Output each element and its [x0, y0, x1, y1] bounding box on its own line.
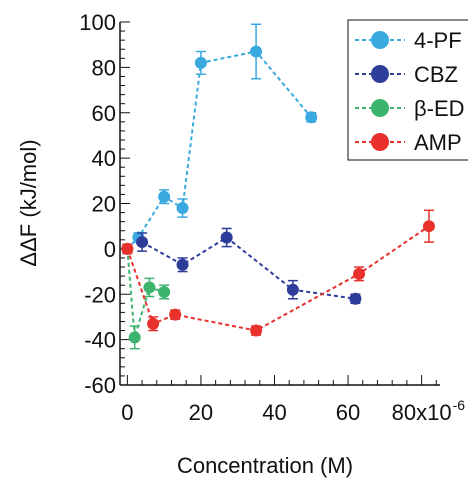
series-β-ED [121, 242, 171, 350]
x-exponent-label: -6 [453, 397, 466, 413]
legend: 4-PF CBZ β-ED AMP [347, 19, 468, 161]
data-point [194, 56, 207, 69]
data-point [147, 317, 160, 330]
x-axis-title: Concentration (M) [177, 453, 353, 478]
data-point [169, 308, 182, 321]
data-point [250, 324, 263, 337]
legend-marker [371, 99, 389, 117]
data-point [176, 202, 189, 215]
legend-label: CBZ [414, 62, 458, 87]
y-tick-label: -20 [84, 282, 116, 307]
series-line [126, 248, 165, 338]
legend-label: 4-PF [414, 28, 462, 53]
series [121, 23, 435, 350]
x-tick-label: 40 [262, 400, 286, 425]
data-point [136, 236, 149, 249]
y-axis-title: ΔΔF (kJ/mol) [16, 139, 41, 266]
data-point [176, 258, 189, 271]
x-tick-label: 60 [336, 400, 360, 425]
series-line [141, 236, 356, 300]
data-point [121, 242, 134, 255]
y-tick-label: -60 [84, 373, 116, 398]
series-4-PF [121, 23, 318, 255]
x-tick-label: 80x10 [392, 400, 452, 425]
data-point [250, 45, 263, 58]
series-line [126, 225, 430, 332]
series-AMP [121, 209, 435, 337]
y-tick-label: 40 [92, 146, 116, 171]
data-point [286, 283, 299, 296]
legend-marker [371, 31, 389, 49]
legend-label: AMP [414, 130, 462, 155]
x-tick-label: 0 [121, 400, 133, 425]
y-tick-label: 0 [104, 237, 116, 262]
data-point [353, 267, 366, 280]
legend-marker [371, 65, 389, 83]
y-tick-label: 20 [92, 192, 116, 217]
legend-label: β-ED [414, 96, 465, 121]
legend-box [347, 19, 468, 161]
data-point [349, 292, 362, 305]
data-point [158, 285, 171, 298]
data-point [143, 281, 156, 294]
y-tick-label: -40 [84, 328, 116, 353]
y-tick-label: 60 [92, 101, 116, 126]
series-CBZ [136, 227, 362, 305]
data-point [128, 331, 141, 344]
ticks: -60 -40 -20 0 20 40 60 80 100 0 20 40 60 80x10 -6 [79, 10, 465, 425]
x-tick-label: 20 [189, 400, 213, 425]
series-line [126, 50, 313, 250]
legend-marker [371, 133, 389, 151]
data-point [305, 111, 318, 124]
data-point [422, 220, 435, 233]
data-point [220, 231, 233, 244]
data-point [158, 190, 171, 203]
y-tick-label: 100 [79, 10, 116, 35]
y-tick-label: 80 [92, 55, 116, 80]
